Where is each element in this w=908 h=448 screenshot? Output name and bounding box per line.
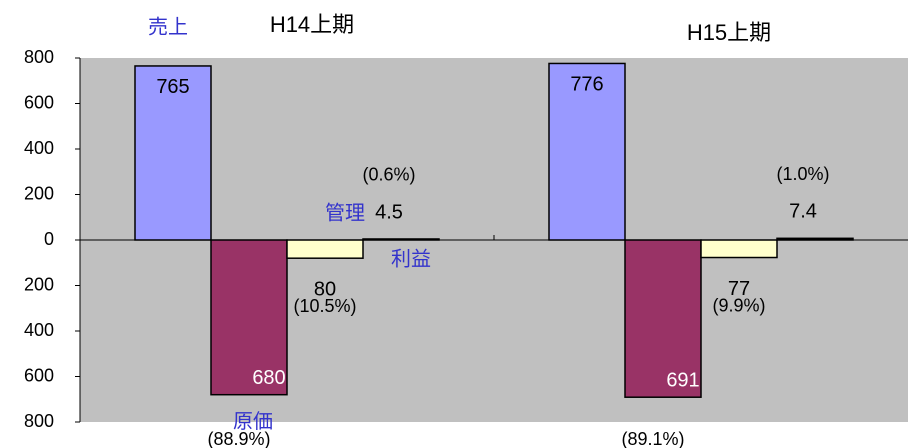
y-tick-label: 400: [24, 320, 54, 340]
y-tick-label: 0: [44, 229, 54, 249]
y-tick-label: 600: [24, 92, 54, 112]
value-label: 765: [156, 76, 189, 98]
value-label: 80: [314, 278, 336, 300]
pct-label: (0.6%): [362, 165, 415, 185]
pct-label: (9.9%): [712, 295, 765, 315]
series-label: 管理: [325, 201, 365, 224]
bar: [548, 62, 626, 241]
category-title: H15上期: [687, 20, 771, 45]
y-tick-label: 400: [24, 138, 54, 158]
category-title: H14上期: [270, 12, 354, 37]
y-tick-label: 200: [24, 274, 54, 294]
pct-label: (10.5%): [293, 296, 356, 316]
value-label: 776: [570, 74, 603, 96]
value-label: 4.5: [375, 201, 403, 223]
y-tick-label: 600: [24, 365, 54, 385]
series-label: 売上: [148, 15, 188, 38]
bar: [700, 239, 778, 259]
series-label: 利益: [391, 247, 431, 270]
value-label: 680: [252, 367, 285, 389]
y-tick-label: 800: [24, 47, 54, 67]
bar: [134, 65, 212, 241]
value-label: 77: [728, 278, 750, 300]
bar: [210, 239, 288, 396]
pct-label: (1.0%): [776, 164, 829, 184]
y-tick-label: 200: [24, 183, 54, 203]
value-label: 691: [666, 369, 699, 391]
series-label: 原価: [233, 410, 273, 433]
pct-label: (89.1%): [621, 429, 684, 448]
pct-label: (88.9%): [207, 429, 270, 448]
bar: [624, 239, 702, 398]
bar: [286, 239, 364, 259]
value-label: 7.4: [789, 201, 817, 223]
y-tick-label: 800: [24, 411, 54, 431]
